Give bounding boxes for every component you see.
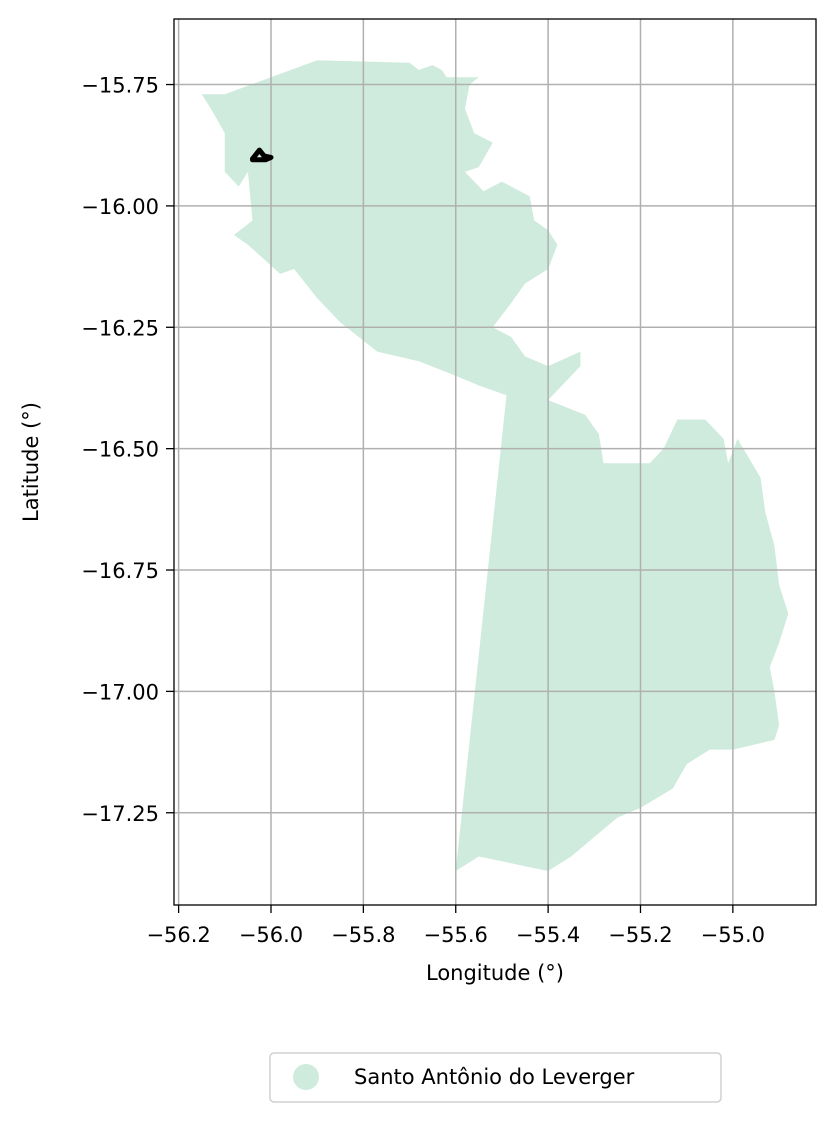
- legend: Santo Antônio do Leverger: [269, 1052, 722, 1103]
- y-axis-label: Latitude (°): [19, 402, 43, 522]
- x-tick-label: −56.2: [146, 923, 210, 947]
- y-tick-label: −17.25: [81, 802, 159, 826]
- y-tick-label: −16.50: [81, 438, 159, 462]
- legend-box: [269, 1052, 722, 1103]
- marker-layer: [250, 147, 274, 163]
- x-tick-label: −55.6: [424, 923, 488, 947]
- location-marker: [250, 147, 274, 163]
- y-tick-label: −16.75: [81, 559, 159, 583]
- legend-label: Santo Antônio do Leverger: [354, 1065, 635, 1089]
- y-tick-label: −15.75: [81, 74, 159, 98]
- x-tick-label: −55.0: [701, 923, 765, 947]
- x-tick-label: −56.0: [239, 923, 303, 947]
- plot-frame: [173, 18, 817, 906]
- legend-swatch: [293, 1064, 319, 1090]
- x-axis-ticks: −56.2 −56.0 −55.8 −55.6 −55.4 −55.2 −55.0: [146, 905, 765, 947]
- y-tick-label: −16.00: [81, 195, 159, 219]
- x-axis-label: Longitude (°): [426, 961, 564, 985]
- region-layer: [201, 60, 789, 872]
- y-tick-label: −17.00: [81, 680, 159, 704]
- x-tick-label: −55.2: [608, 923, 672, 947]
- x-tick-label: −55.8: [331, 923, 395, 947]
- region-santo-antonio-do-leverger: [201, 60, 789, 872]
- x-tick-label: −55.4: [516, 923, 580, 947]
- y-tick-label: −16.25: [81, 316, 159, 340]
- grid-layer: [174, 19, 816, 905]
- y-axis-ticks: −15.75 −16.00 −16.25 −16.50 −16.75 −17.00 −17.…: [81, 74, 174, 826]
